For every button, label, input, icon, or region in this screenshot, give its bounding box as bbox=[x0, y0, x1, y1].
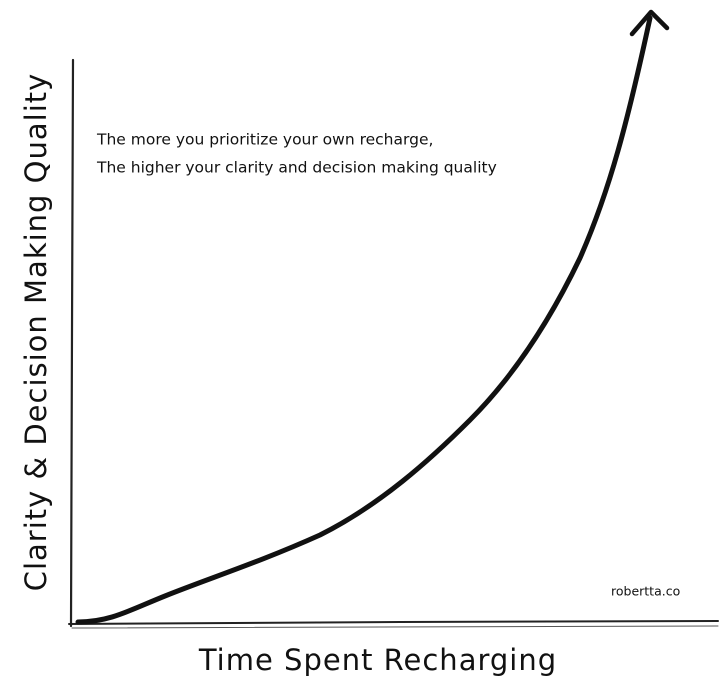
x-axis-shadow bbox=[71, 625, 719, 629]
annotation-line: The higher your clarity and decision mak… bbox=[96, 159, 497, 177]
y-axis bbox=[69, 58, 75, 628]
growth-curve bbox=[75, 15, 653, 625]
x-axis-label: Time Spent Recharging bbox=[198, 643, 557, 677]
y-axis-label: Clarity & Decision Making Quality bbox=[19, 73, 53, 592]
x-axis bbox=[68, 620, 719, 625]
annotation-line: The more you prioritize your own recharg… bbox=[96, 131, 433, 149]
arrow-head bbox=[629, 9, 670, 37]
watermark: robertta.co bbox=[611, 584, 680, 599]
